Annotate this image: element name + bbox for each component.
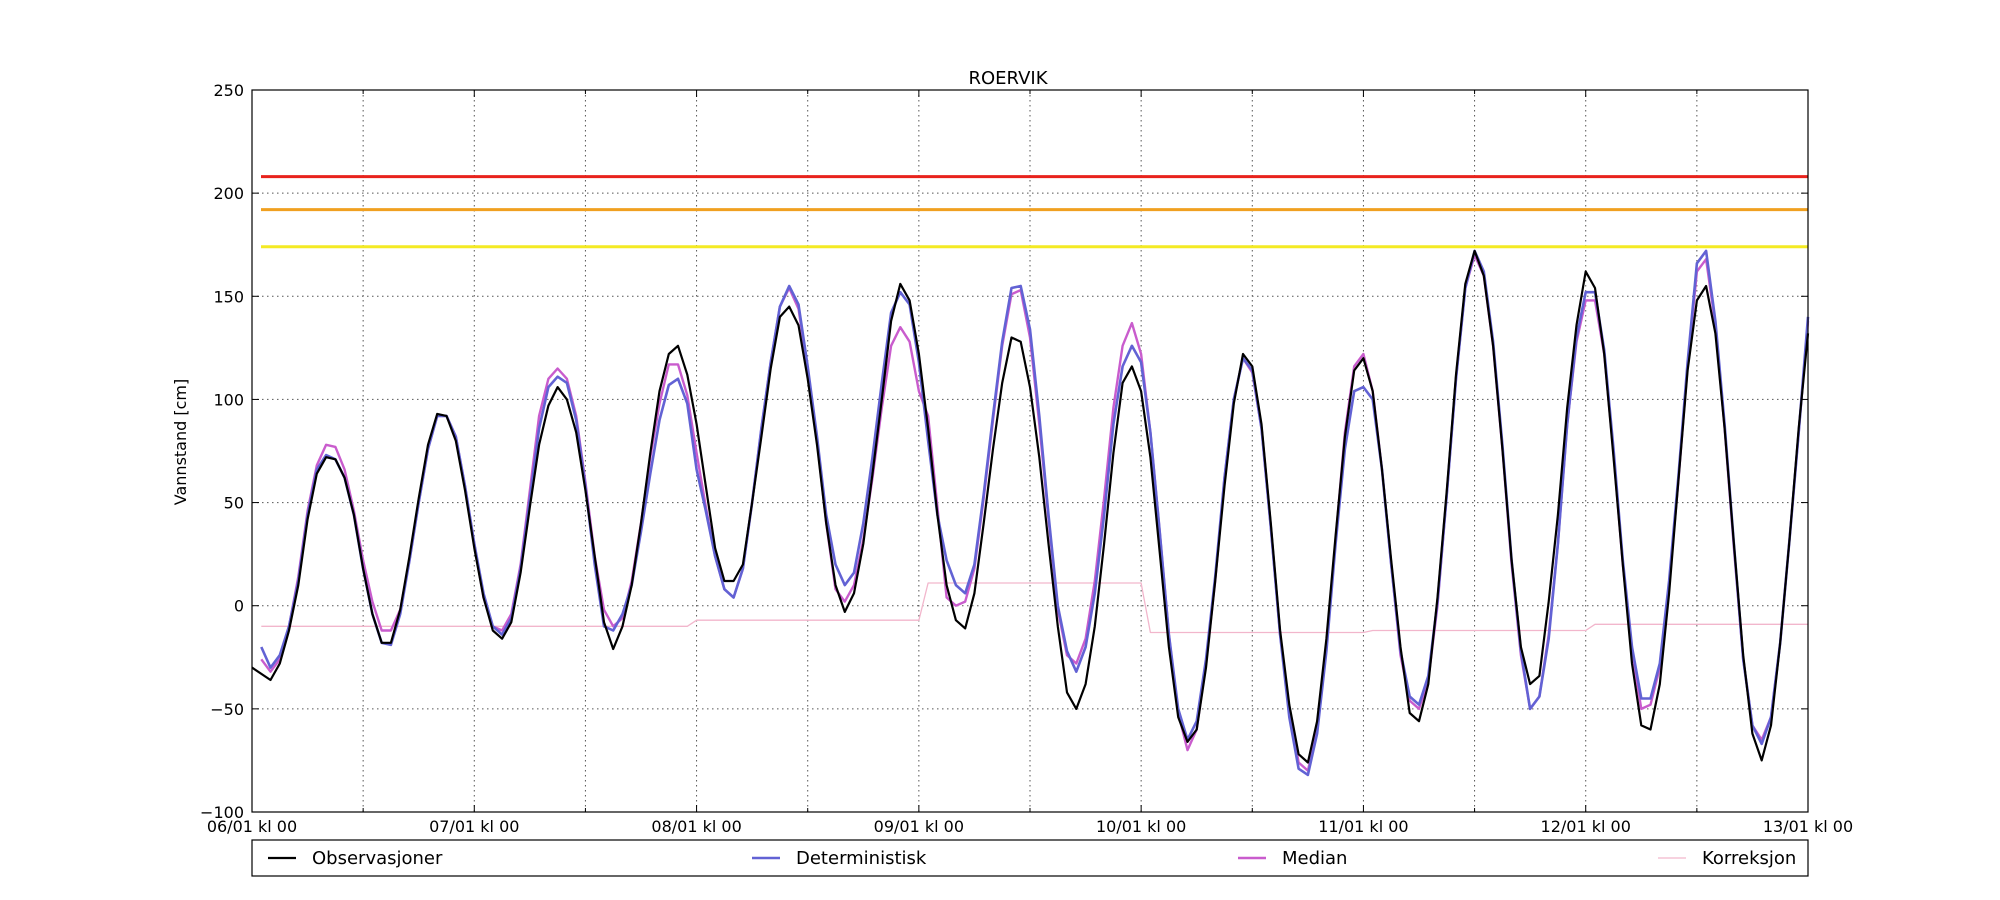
x-tick-label: 07/01 kl 00 [429,817,519,836]
legend-label-median: Median [1282,848,1347,869]
data-series [251,249,1810,777]
threshold-lines [261,175,1808,249]
y-tick-label: −50 [210,700,244,719]
x-tick-label: 06/01 kl 00 [207,817,297,836]
y-tick-label: 100 [213,390,244,409]
x-tick-label: 08/01 kl 00 [651,817,741,836]
y-tick-label: 200 [213,184,244,203]
x-tick-label: 11/01 kl 00 [1318,817,1408,836]
y-tick-label: −100 [200,803,244,822]
x-tick-label: 12/01 kl 00 [1541,817,1631,836]
grid-lines [252,90,1808,812]
y-tick-label: 0 [234,597,244,616]
series-line-observasjoner [251,249,1810,764]
y-tick-label: 50 [224,494,244,513]
legend-label-deterministisk: Deterministisk [796,848,927,869]
series-line-korreksjon [261,582,1808,634]
y-tick-label: 150 [213,287,244,306]
legend-label-observasjoner: Observasjoner [312,848,443,869]
legend: Observasjoner Deterministisk Median Korreks… [251,839,1809,877]
legend-box [251,839,1809,877]
x-tick-label: 13/01 kl 00 [1763,817,1853,836]
chart-title: ROERVIK [969,68,1049,89]
x-tick-label: 10/01 kl 00 [1096,817,1186,836]
y-axis-label: Vannstand [cm] [171,379,190,505]
legend-label-korreksjon: Korreksjon [1702,848,1796,869]
x-tick-label: 09/01 kl 00 [874,817,964,836]
y-tick-label: 250 [213,81,244,100]
axis-ticks: −100 −50 0 50 100 150 200 250 06/01 kl 00 07/01 k… [200,81,1853,836]
